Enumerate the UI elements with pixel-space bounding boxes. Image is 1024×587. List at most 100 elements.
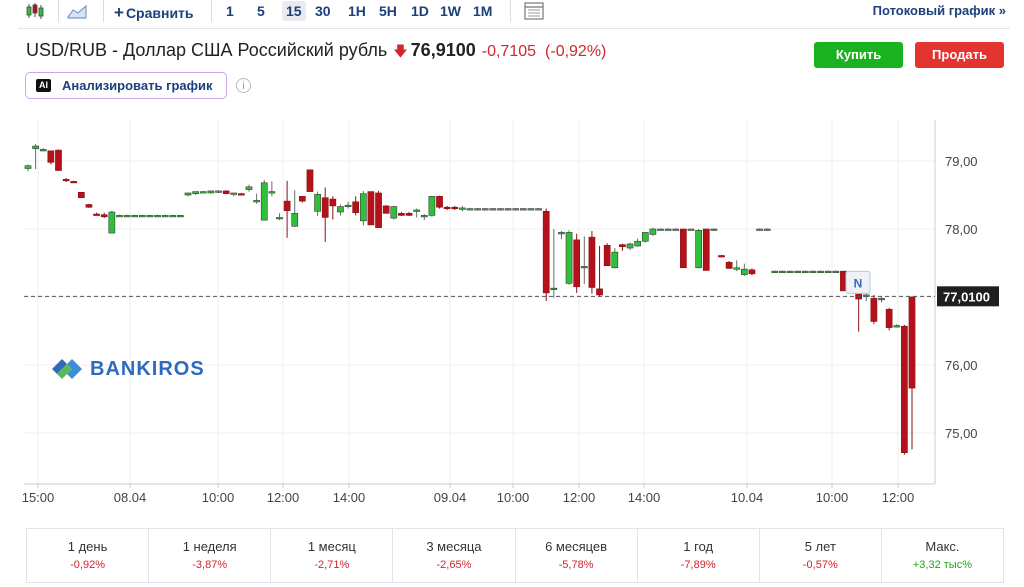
candle-body — [763, 228, 771, 231]
candle — [611, 248, 619, 269]
candle-body — [39, 149, 47, 152]
candle — [177, 214, 184, 218]
candle — [451, 205, 459, 210]
bankiros-logo: BANKIROS — [50, 357, 220, 381]
timeframe-1m[interactable]: 1M — [473, 3, 493, 19]
candle — [32, 144, 39, 170]
candle — [161, 214, 169, 218]
compare-button[interactable]: + Сравнить — [114, 3, 194, 23]
timeframe-1d[interactable]: 1D — [411, 3, 429, 19]
area-chart-icon[interactable] — [66, 2, 88, 20]
candle — [276, 213, 283, 221]
candle-body — [344, 204, 352, 207]
candle-body — [329, 198, 337, 207]
candle — [710, 228, 718, 231]
candle-body — [794, 270, 802, 273]
toolbar-divider — [103, 0, 104, 22]
candle-body — [634, 240, 642, 247]
timeframe-1[interactable]: 1 — [226, 3, 234, 19]
stat-period: Макс. — [925, 539, 960, 554]
candle — [687, 228, 695, 231]
candle-body — [85, 204, 93, 208]
candle-body — [596, 288, 603, 296]
candle — [116, 214, 123, 218]
candle — [771, 270, 779, 273]
candle — [138, 214, 146, 218]
candle-body — [321, 197, 329, 218]
candle — [672, 228, 680, 231]
bankiros-logo-text: BANKIROS — [90, 358, 205, 380]
candle-body — [603, 245, 611, 267]
candle — [512, 207, 520, 211]
candle-body — [558, 232, 565, 235]
stat-cell: Макс. +3,32 тыс% — [882, 529, 1003, 582]
candle-body — [238, 193, 245, 196]
candle — [680, 228, 687, 269]
candle — [123, 214, 131, 218]
candle — [382, 205, 390, 214]
candle-body — [24, 165, 32, 169]
candle-body — [260, 182, 268, 221]
candle-body — [222, 190, 230, 194]
analyze-chart-button[interactable]: AI Анализировать график — [25, 72, 227, 99]
sell-button[interactable]: Продать — [915, 42, 1004, 68]
candle-body — [512, 208, 520, 211]
timeframe-30[interactable]: 30 — [315, 3, 331, 19]
price-chart[interactable]: 79,0078,0077,0076,0075,0015:0008.0410:00… — [0, 110, 1024, 520]
candle — [24, 164, 32, 172]
candle-body — [527, 208, 535, 211]
x-tick-label: 10:00 — [497, 490, 530, 505]
candle — [230, 192, 238, 197]
candle-body — [893, 325, 901, 328]
candle — [398, 212, 405, 217]
candle-body — [870, 298, 878, 322]
candle-body — [314, 194, 321, 212]
candle — [626, 242, 634, 251]
candle — [497, 207, 504, 211]
analyze-chart-label: Анализировать график — [62, 78, 213, 93]
candle-body — [580, 266, 588, 269]
candle — [779, 270, 786, 273]
candle-body — [733, 267, 741, 270]
timeframe-5[interactable]: 5 — [257, 3, 265, 19]
buy-button[interactable]: Купить — [814, 42, 903, 68]
candle — [466, 207, 474, 211]
candle — [824, 270, 832, 273]
toolbar-divider — [510, 0, 511, 22]
candle — [55, 149, 62, 171]
candle — [748, 268, 756, 276]
candle-body — [771, 270, 779, 273]
candle — [885, 307, 893, 331]
candle — [832, 270, 840, 273]
stat-cell: 1 год -7,89% — [638, 529, 760, 582]
info-icon[interactable]: i — [236, 78, 251, 93]
candle — [901, 324, 908, 455]
candle — [146, 214, 154, 218]
candle-body — [100, 214, 108, 218]
candle-body — [192, 191, 200, 194]
stat-period: 1 год — [683, 539, 714, 554]
candlestick-icon[interactable] — [24, 2, 46, 20]
timeframe-1w[interactable]: 1W — [440, 3, 461, 19]
candle — [870, 294, 878, 325]
candle-body — [375, 192, 382, 228]
timeframe-1h[interactable]: 1H — [348, 3, 366, 19]
timeframe-15[interactable]: 15 — [282, 1, 306, 21]
candle — [725, 260, 733, 269]
streaming-chart-link[interactable]: Потоковый график » — [872, 3, 1006, 18]
candle — [428, 196, 436, 217]
candle-body — [695, 230, 702, 269]
header-divider — [18, 28, 1010, 29]
stat-cell: 1 день -0,92% — [27, 529, 150, 582]
compare-label: Сравнить — [125, 5, 194, 21]
x-tick-label: 10.04 — [731, 490, 764, 505]
table-view-icon[interactable] — [523, 2, 545, 20]
candle — [268, 181, 276, 197]
candle-body — [885, 308, 893, 328]
stat-period: 1 неделя — [182, 539, 237, 554]
candle — [908, 296, 916, 450]
candle-body — [756, 228, 763, 231]
timeframe-5h[interactable]: 5H — [379, 3, 397, 19]
candle — [253, 193, 260, 204]
candle — [413, 208, 421, 218]
